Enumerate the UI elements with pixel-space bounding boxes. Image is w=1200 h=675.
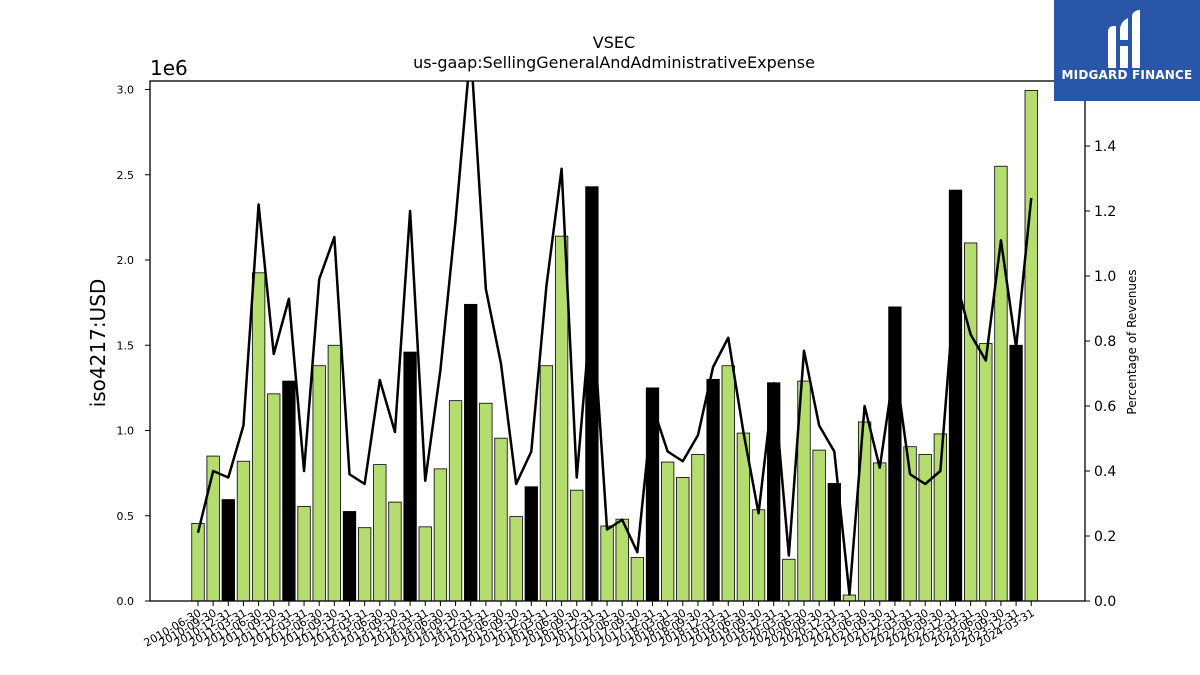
y2-tick-label: 0.6 (1094, 399, 1116, 415)
bar-series (191, 89, 1038, 602)
y2-tick-label: 0.2 (1094, 529, 1116, 545)
y2-tick-label: 1.2 (1094, 204, 1116, 220)
bar (373, 464, 387, 602)
bar (191, 523, 205, 602)
bar (812, 449, 826, 602)
bar (448, 400, 463, 602)
bar (721, 365, 735, 602)
bar (539, 365, 554, 602)
bar (979, 343, 993, 602)
bar (782, 558, 796, 602)
bar (524, 486, 538, 602)
bar (676, 476, 690, 602)
bar (1024, 89, 1038, 602)
bar (888, 306, 902, 602)
bar (221, 499, 235, 602)
y-axis-label: iso4217:USD (86, 279, 110, 408)
bar (661, 461, 675, 602)
bar (357, 527, 372, 602)
y-tick-label: 2.0 (117, 254, 135, 267)
bar (342, 511, 357, 602)
bar (494, 437, 508, 602)
bar (751, 509, 766, 602)
bar (842, 594, 857, 602)
bar (388, 501, 402, 602)
y-tick-label: 2.5 (117, 169, 135, 182)
bar (403, 351, 417, 602)
bar (691, 453, 705, 602)
bar (236, 460, 251, 602)
midgard-m-logo-icon (1108, 10, 1140, 68)
y-tick-label: 1.5 (117, 339, 135, 352)
y2-tick-label: 0.8 (1094, 334, 1116, 350)
bar (994, 165, 1008, 602)
bar (327, 344, 342, 602)
y2-tick-label: 1.4 (1094, 139, 1116, 155)
bar (600, 525, 614, 602)
bar (630, 557, 644, 602)
y-tick-label: 3.0 (117, 84, 135, 97)
bar (206, 455, 220, 602)
series-line (196, 81, 1033, 596)
bar (479, 402, 493, 602)
y2-tick-label: 1.0 (1094, 269, 1116, 285)
bar (585, 186, 599, 602)
chart-subtitle: us-gaap:SellingGeneralAndAdministrativeE… (413, 53, 815, 72)
brand-name: MIDGARD FINANCE (1061, 68, 1193, 82)
ticks: 0.0 0.5 1.0 1.5 2.0 2.5 3.0 0.0 0.2 0.4 0.6 0.8 1.0 1… (117, 84, 1117, 650)
bar (570, 489, 584, 602)
bar (282, 380, 296, 602)
bar (1009, 344, 1023, 602)
bar (964, 242, 978, 602)
bar (948, 189, 963, 602)
bar (267, 393, 281, 602)
bar (873, 462, 887, 602)
bar (297, 505, 311, 602)
bar (706, 378, 720, 602)
chart-title: VSEC (593, 33, 635, 52)
y2-axis-label: Percentage of Revenues (1125, 269, 1139, 414)
line-series (196, 81, 1033, 596)
bar (509, 516, 523, 602)
y-axis-offset-label: 1e6 (150, 56, 188, 80)
bar (554, 235, 569, 602)
bar (418, 526, 432, 602)
bar (251, 272, 266, 602)
bar (433, 468, 448, 602)
bar (464, 303, 478, 602)
y-tick-label: 1.0 (117, 425, 135, 438)
y2-tick-label: 0.4 (1094, 464, 1116, 480)
y-tick-label: 0.0 (117, 595, 135, 608)
y-tick-label: 0.5 (117, 510, 135, 523)
y2-tick-label: 0.0 (1094, 594, 1116, 610)
bar (918, 453, 932, 602)
brand-logo: MIDGARD FINANCE (1054, 0, 1200, 101)
bar (312, 365, 326, 602)
